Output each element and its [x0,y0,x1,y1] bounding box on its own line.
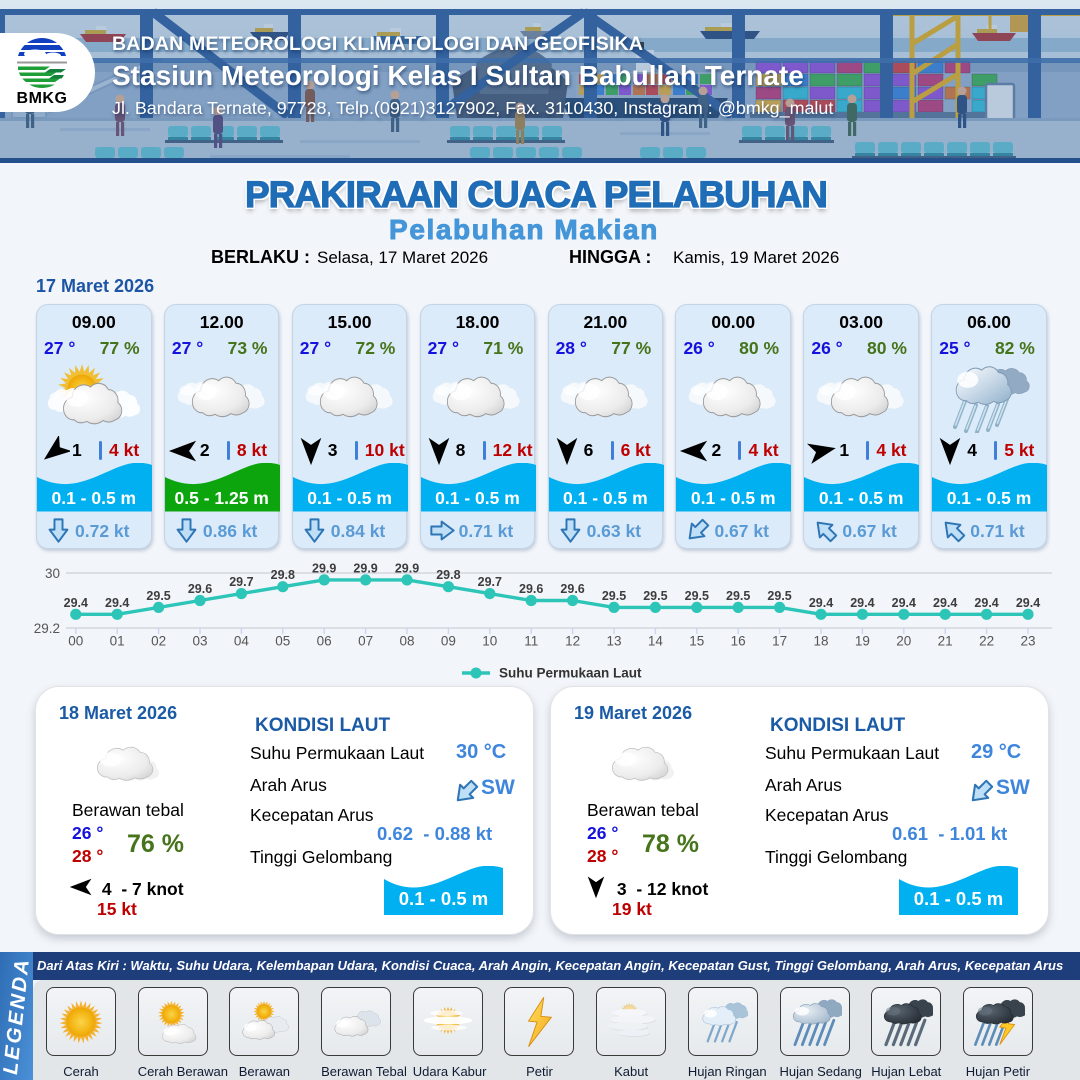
svg-text:29.5: 29.5 [146,589,170,603]
svg-text:09: 09 [441,634,456,649]
svg-text:04: 04 [234,634,250,649]
svg-text:21: 21 [938,634,953,649]
svg-text:17: 17 [772,634,787,649]
svg-text:29.4: 29.4 [974,596,998,610]
svg-text:19: 19 [855,634,870,649]
svg-text:29.2: 29.2 [34,621,60,636]
svg-text:29.6: 29.6 [519,582,543,596]
svg-text:29.7: 29.7 [229,575,253,589]
svg-text:03: 03 [192,634,207,649]
svg-text:10: 10 [482,634,497,649]
svg-text:29.6: 29.6 [188,582,212,596]
svg-text:14: 14 [648,634,664,649]
svg-text:29.8: 29.8 [271,568,295,582]
svg-text:05: 05 [275,634,290,649]
svg-text:29.5: 29.5 [602,589,626,603]
svg-text:29.4: 29.4 [105,596,129,610]
svg-text:29.4: 29.4 [850,596,874,610]
svg-text:29.5: 29.5 [643,589,667,603]
svg-text:16: 16 [731,634,746,649]
svg-text:20: 20 [896,634,911,649]
svg-text:12: 12 [565,634,580,649]
svg-text:08: 08 [399,634,414,649]
svg-text:02: 02 [151,634,166,649]
svg-text:18: 18 [813,634,828,649]
svg-text:29.8: 29.8 [436,568,460,582]
svg-text:29.9: 29.9 [395,561,419,575]
svg-text:29.4: 29.4 [809,596,833,610]
svg-text:29.4: 29.4 [933,596,957,610]
svg-text:Suhu Permukaan Laut: Suhu Permukaan Laut [499,666,642,681]
svg-text:30: 30 [45,566,60,581]
svg-text:13: 13 [606,634,621,649]
svg-text:23: 23 [1020,634,1035,649]
svg-text:29.4: 29.4 [892,596,916,610]
svg-text:29.9: 29.9 [353,561,377,575]
svg-text:07: 07 [358,634,373,649]
svg-text:11: 11 [524,634,538,649]
svg-text:00: 00 [68,634,83,649]
svg-text:29.9: 29.9 [312,561,336,575]
svg-text:22: 22 [979,634,994,649]
svg-text:29.4: 29.4 [64,596,88,610]
svg-text:29.5: 29.5 [685,589,709,603]
svg-text:01: 01 [110,634,125,649]
svg-text:29.5: 29.5 [767,589,791,603]
svg-text:29.4: 29.4 [1016,596,1040,610]
svg-text:29.7: 29.7 [478,575,502,589]
svg-text:06: 06 [317,634,332,649]
svg-text:29.6: 29.6 [560,582,584,596]
svg-text:15: 15 [689,634,704,649]
svg-text:29.5: 29.5 [726,589,750,603]
